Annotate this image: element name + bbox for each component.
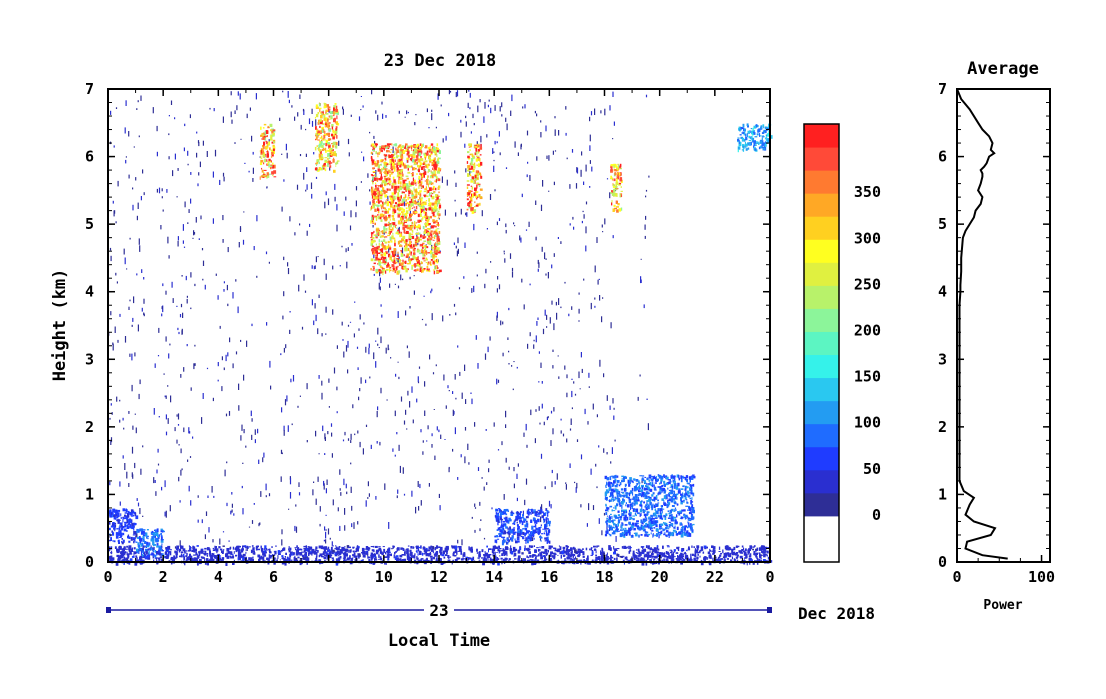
- side-x-tick-label: 0: [952, 568, 961, 586]
- colorbar-swatch: [804, 423, 839, 448]
- y-tick-label: 0: [85, 553, 94, 571]
- side-y-tick-label: 7: [938, 80, 947, 98]
- side-y-tick-label: 3: [938, 350, 947, 368]
- y-tick-label: 7: [85, 80, 94, 98]
- background-noise-speckle: [108, 89, 650, 547]
- colorbar-swatch: [804, 377, 839, 402]
- colorbar-swatch: [804, 492, 839, 517]
- x-tick-label: 12: [430, 568, 448, 586]
- colorbar: [803, 123, 840, 563]
- date-month-year-label: Dec 2018: [798, 604, 875, 623]
- echo-region: [466, 143, 483, 214]
- heatmap-plot-area: [108, 89, 773, 566]
- colorbar-swatch: [804, 216, 839, 240]
- y-tick-label: 3: [85, 350, 94, 368]
- y-tick-label: 5: [85, 215, 94, 233]
- x-tick-label: 20: [651, 568, 669, 586]
- x-tick-label: 6: [269, 568, 278, 586]
- colorbar-tick-label: 0: [872, 506, 881, 524]
- side-panel-plot: [956, 88, 1008, 560]
- colorbar-swatch: [804, 400, 839, 425]
- y-tick-label: 4: [85, 283, 94, 301]
- echo-region: [610, 163, 623, 213]
- chart-title: 23 Dec 2018: [384, 51, 497, 71]
- colorbar-swatch: [804, 446, 839, 471]
- echo-region: [604, 474, 696, 539]
- colorbar-swatch: [804, 239, 839, 263]
- colorbar-swatch: [804, 469, 839, 494]
- x-tick-label: 8: [324, 568, 333, 586]
- colorbar-swatch: [804, 285, 839, 309]
- date-bar: 23 Dec 2018: [106, 601, 875, 623]
- colorbar-tick-label: 50: [863, 460, 881, 478]
- x-tick-label: 2: [159, 568, 168, 586]
- x-tick-label: 0: [103, 568, 112, 586]
- echo-region: [108, 508, 139, 545]
- colorbar-tick-label: 100: [854, 414, 881, 432]
- x-tick-label: 18: [595, 568, 613, 586]
- echo-region: [370, 143, 442, 276]
- side-panel-xlabel: Power: [983, 598, 1022, 613]
- x-tick-label: 4: [214, 568, 223, 586]
- colorbar-tick-label: 350: [854, 183, 881, 201]
- side-y-tick-label: 1: [938, 485, 947, 503]
- x-tick-label: 14: [485, 568, 503, 586]
- date-bar-start-cap: [106, 607, 111, 613]
- date-day-label: 23: [429, 601, 448, 620]
- colorbar-frame: [803, 123, 840, 563]
- echo-region: [136, 528, 165, 559]
- colorbar-tick-label: 300: [854, 229, 881, 247]
- date-day-bg: [424, 602, 454, 618]
- colorbar-tick-label: 200: [854, 321, 881, 339]
- echo-region: [314, 102, 340, 173]
- echo-region: [737, 123, 773, 153]
- colorbar-swatch: [804, 193, 839, 217]
- side-y-tick-label: 4: [938, 283, 947, 301]
- y-tick-label: 1: [85, 485, 94, 503]
- date-bar-end-cap: [767, 607, 772, 613]
- x-tick-label: 0: [765, 568, 774, 586]
- colorbar-swatch: [804, 124, 839, 148]
- side-y-tick-label: 0: [938, 553, 947, 571]
- average-power-line: [956, 88, 1008, 560]
- colorbar-tick-labels: 0 50 100 150 200 250 300 350: [854, 183, 881, 524]
- x-tick-label: 10: [375, 568, 393, 586]
- colorbar-swatch: [804, 354, 839, 379]
- side-y-tick-label: 6: [938, 148, 947, 166]
- colorbar-swatch: [804, 308, 839, 332]
- side-panel-frame: [956, 88, 1051, 563]
- colorbar-swatch: [804, 170, 839, 194]
- side-y-tick-label: 5: [938, 215, 947, 233]
- side-x-tick-label: 100: [1028, 568, 1055, 586]
- colorbar-swatch: [804, 331, 839, 356]
- colorbar-tick-label: 150: [854, 368, 881, 386]
- echo-region: [494, 508, 551, 546]
- colorbar-swatch: [804, 262, 839, 286]
- y-tick-label: 6: [85, 148, 94, 166]
- side-y-tick-label: 2: [938, 418, 947, 436]
- side-panel-axes: 0 1 2 3 4 5 6 7 0 100: [938, 80, 1055, 586]
- y-axis-label: Height (km): [50, 269, 70, 382]
- side-panel-title: Average: [967, 59, 1039, 79]
- x-tick-label: 22: [706, 568, 724, 586]
- colorbar-tick-label: 250: [854, 275, 881, 293]
- x-tick-label: 16: [540, 568, 558, 586]
- colorbar-swatch: [804, 147, 839, 171]
- echo-region: [259, 123, 277, 180]
- y-tick-label: 2: [85, 418, 94, 436]
- x-axis-label: Local Time: [388, 631, 490, 651]
- colorbar-swatch: [804, 515, 839, 562]
